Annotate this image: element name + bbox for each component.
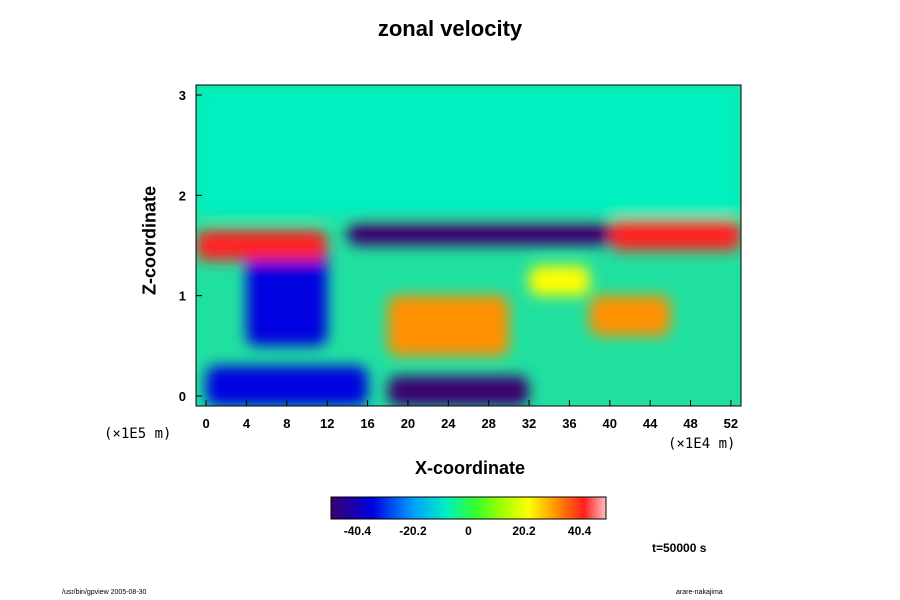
field-region-6 xyxy=(206,365,368,406)
footer-right: arare-nakajima xyxy=(676,589,723,596)
x-tick-label: 44 xyxy=(643,416,658,431)
x-tick-label: 52 xyxy=(724,416,738,431)
y-axis-label: Z-coordinate xyxy=(139,186,160,296)
x-tick-label: 0 xyxy=(202,416,209,431)
colorbar-tick-label: -20.2 xyxy=(399,524,427,538)
y-tick-label: 0 xyxy=(179,389,186,404)
time-label: t=50000 s xyxy=(652,541,707,555)
x-tick-label: 20 xyxy=(401,416,415,431)
colorbar-tick-label: 20.2 xyxy=(512,524,536,538)
y-tick-label: 1 xyxy=(179,289,186,304)
x-tick-label: 16 xyxy=(360,416,374,431)
plot-frame xyxy=(195,84,742,407)
x-tick-label: 24 xyxy=(441,416,456,431)
z-scale-note: (×1E5 m) xyxy=(104,426,172,442)
x-scale-note: (×1E4 m) xyxy=(668,436,736,452)
x-tick-label: 4 xyxy=(243,416,251,431)
x-tick-label: 28 xyxy=(481,416,495,431)
x-tick-label: 8 xyxy=(283,416,290,431)
footer-left: /usr/bin/gpview 2005-08-30 xyxy=(62,589,147,596)
x-tick-label: 32 xyxy=(522,416,536,431)
colorbar: -40.4 -20.2 0 20.2 40.4 xyxy=(330,496,607,538)
x-tick-label: 48 xyxy=(683,416,697,431)
field-region-9 xyxy=(609,220,741,251)
colorbar-gradient xyxy=(330,496,607,520)
field-region-8 xyxy=(196,230,328,261)
field-region-0 xyxy=(196,85,741,216)
x-axis-label: X-coordinate xyxy=(414,458,525,478)
field-region-5 xyxy=(387,375,530,406)
field-region-3 xyxy=(529,265,590,296)
colorbar-tick-label: 0 xyxy=(465,524,472,538)
colorbar-tick-label: -40.4 xyxy=(344,524,372,538)
colorbar-tick-label: 40.4 xyxy=(568,524,592,538)
field-region-4 xyxy=(589,295,671,336)
field-region-1 xyxy=(246,245,328,346)
y-tick-label: 3 xyxy=(179,88,186,103)
velocity-field xyxy=(196,85,741,406)
field-region-7 xyxy=(347,220,610,246)
field-region-2 xyxy=(387,295,509,356)
x-tick-label: 40 xyxy=(603,416,617,431)
chart-title: zonal velocity xyxy=(377,16,523,41)
x-tick-label: 36 xyxy=(562,416,576,431)
x-tick-label: 12 xyxy=(320,416,334,431)
y-tick-label: 2 xyxy=(179,188,186,203)
